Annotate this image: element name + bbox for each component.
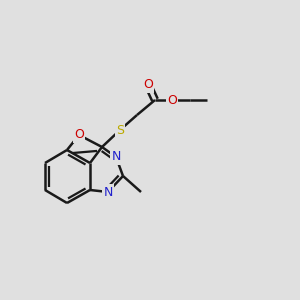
Text: N: N bbox=[111, 151, 121, 164]
Text: N: N bbox=[103, 185, 113, 199]
Text: O: O bbox=[74, 128, 84, 142]
Text: S: S bbox=[116, 124, 124, 136]
Text: O: O bbox=[143, 79, 153, 92]
Text: O: O bbox=[167, 94, 177, 106]
